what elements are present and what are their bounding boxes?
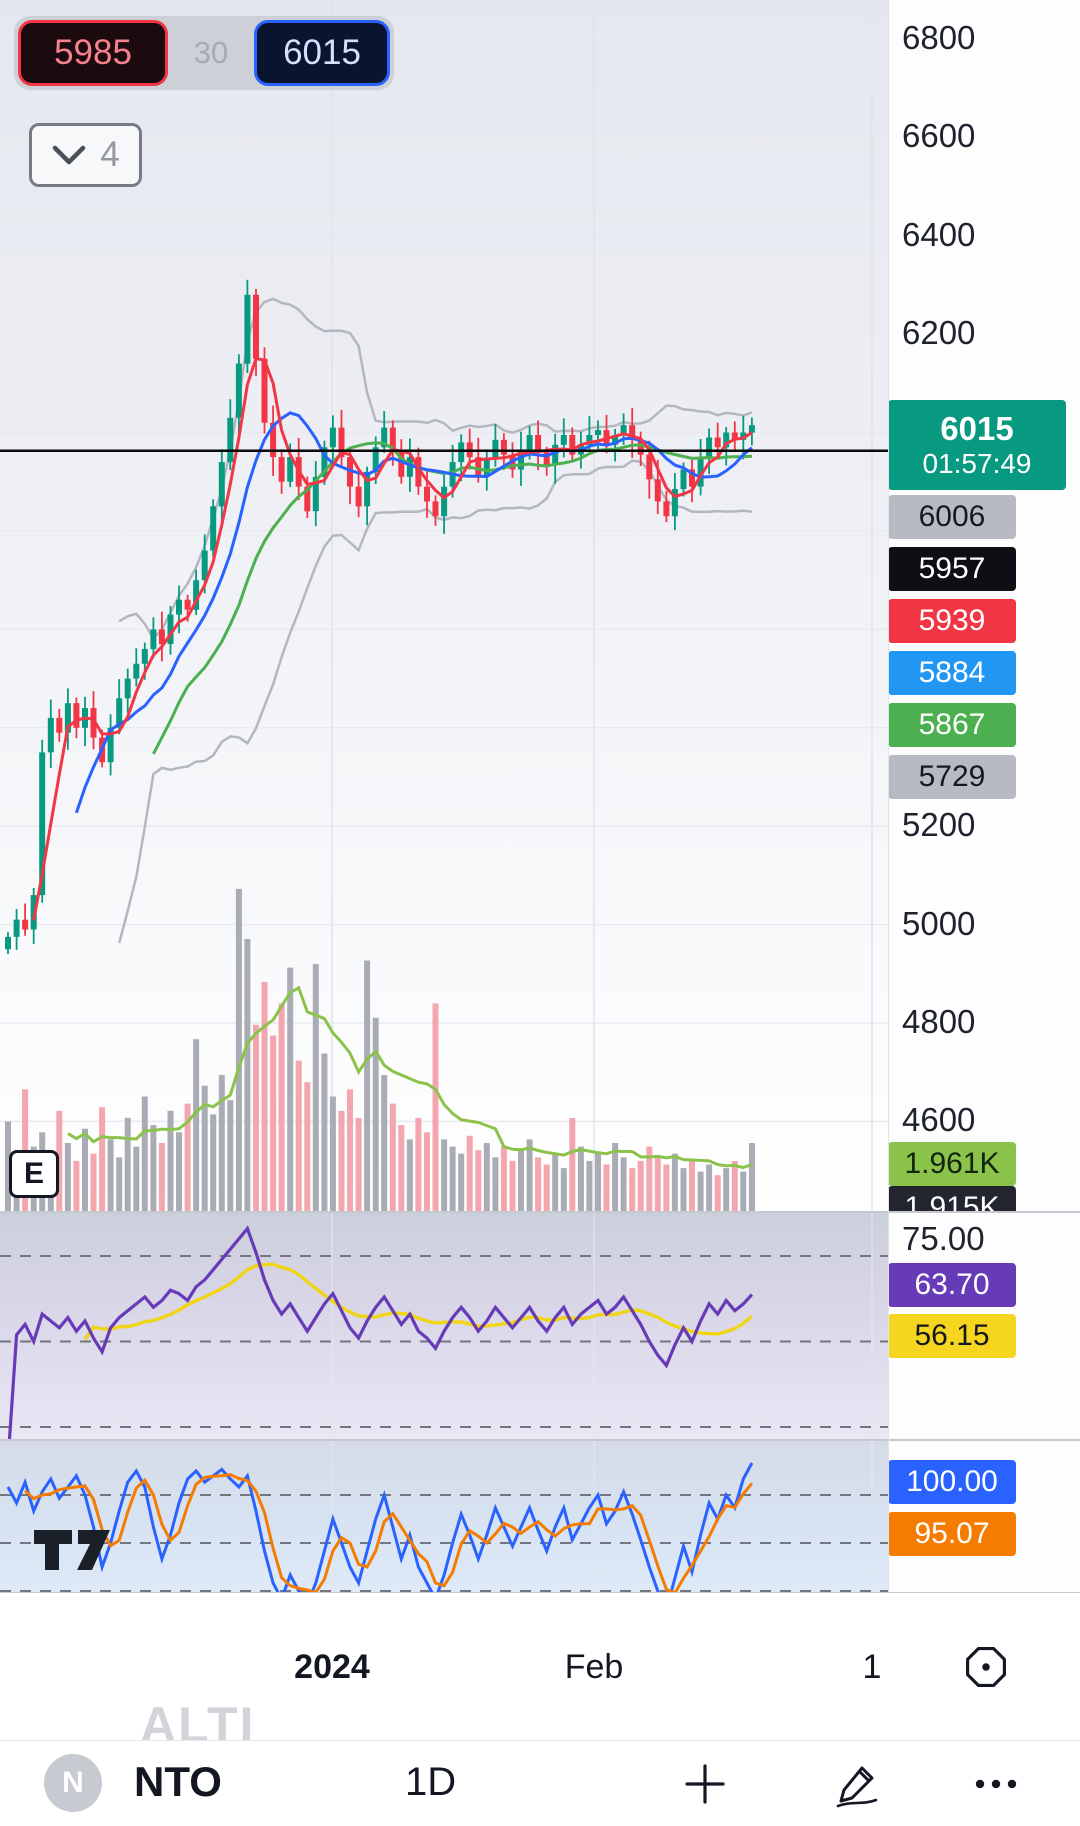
price-chart-pane[interactable]: 5985 30 6015 4 E bbox=[0, 0, 888, 1211]
price-scale[interactable]: 6015 01:57:49 1.961K 1.915K 6800 6600 6400… bbox=[888, 0, 1080, 1211]
time-label-month: Feb bbox=[564, 1648, 624, 1686]
rsi-panel-chart bbox=[0, 1212, 888, 1439]
last-price-badge: 6015 01:57:49 bbox=[888, 400, 1066, 490]
price-tick: 6600 bbox=[902, 117, 976, 155]
volume-ma-badge: 1.961K bbox=[888, 1142, 1016, 1186]
draw-icon[interactable] bbox=[832, 1760, 880, 1808]
time-label-day: 1 bbox=[862, 1648, 882, 1686]
symbol-button[interactable]: NTO bbox=[134, 1758, 222, 1805]
stochastic-pane[interactable] bbox=[0, 1440, 888, 1592]
more-icon[interactable] bbox=[972, 1760, 1020, 1808]
indicator-value-badge: 5957 bbox=[888, 547, 1016, 591]
price-tick: 6400 bbox=[902, 215, 976, 253]
last-price: 6015 bbox=[940, 409, 1014, 447]
candlestick-chart[interactable] bbox=[0, 0, 888, 1211]
collapse-count: 4 bbox=[100, 135, 120, 174]
price-tick: 4600 bbox=[902, 1101, 976, 1139]
add-icon[interactable] bbox=[681, 1760, 729, 1808]
indicator-value-badge: 5867 bbox=[888, 703, 1016, 747]
price-tick: 4800 bbox=[902, 1003, 976, 1041]
axis-separator bbox=[888, 0, 889, 1592]
pane-separator[interactable] bbox=[0, 1439, 1080, 1441]
stochastic-scale[interactable]: 100.00 95.07 bbox=[888, 1440, 1080, 1592]
rsi-tick: 75.00 bbox=[902, 1220, 985, 1257]
scale-settings-icon[interactable] bbox=[963, 1644, 1009, 1690]
rsi-scale[interactable]: 75.00 63.70 56.15 bbox=[888, 1212, 1080, 1439]
rsi-pane[interactable] bbox=[0, 1212, 888, 1439]
rsi-value-badge: 63.70 bbox=[888, 1263, 1016, 1307]
indicator-value-badge: 6006 bbox=[888, 495, 1016, 539]
stoch-k-badge: 100.00 bbox=[888, 1460, 1016, 1504]
price-tick: 5200 bbox=[902, 806, 976, 844]
price-tick: 6800 bbox=[902, 18, 976, 56]
spread-value: 30 bbox=[193, 35, 229, 70]
trade-widget: 5985 30 6015 bbox=[14, 16, 394, 90]
rsi-ma-badge: 56.15 bbox=[888, 1314, 1016, 1358]
sell-button[interactable]: 5985 bbox=[18, 20, 168, 86]
indicator-value-badge: 5884 bbox=[888, 651, 1016, 695]
pane-separator[interactable] bbox=[0, 1211, 1080, 1213]
collapse-positions-button[interactable]: 4 bbox=[29, 123, 142, 187]
stochastic-panel-chart bbox=[0, 1440, 888, 1592]
time-label-year: 2024 bbox=[294, 1648, 370, 1686]
interval-button[interactable]: 1D bbox=[405, 1760, 457, 1804]
bottom-toolbar: N NTO 1D bbox=[0, 1740, 1080, 1826]
tradingview-logo bbox=[34, 1530, 110, 1570]
bar-countdown: 01:57:49 bbox=[922, 447, 1032, 479]
price-tick: 5000 bbox=[902, 904, 976, 942]
account-avatar[interactable]: N bbox=[44, 1754, 102, 1812]
symbol-watermark: ALTI bbox=[140, 1697, 256, 1740]
time-scale[interactable]: 2024 Feb 1 ALTI bbox=[0, 1593, 1080, 1740]
price-tick: 6200 bbox=[902, 314, 976, 352]
volume-expand-button[interactable]: E bbox=[9, 1150, 59, 1198]
indicator-value-badge: 5939 bbox=[888, 599, 1016, 643]
chevron-down-icon bbox=[53, 145, 86, 165]
indicator-value-badge: 5729 bbox=[888, 755, 1016, 799]
stoch-d-badge: 95.07 bbox=[888, 1512, 1016, 1556]
buy-button[interactable]: 6015 bbox=[254, 20, 390, 86]
volume-current-badge: 1.915K bbox=[888, 1186, 1016, 1211]
